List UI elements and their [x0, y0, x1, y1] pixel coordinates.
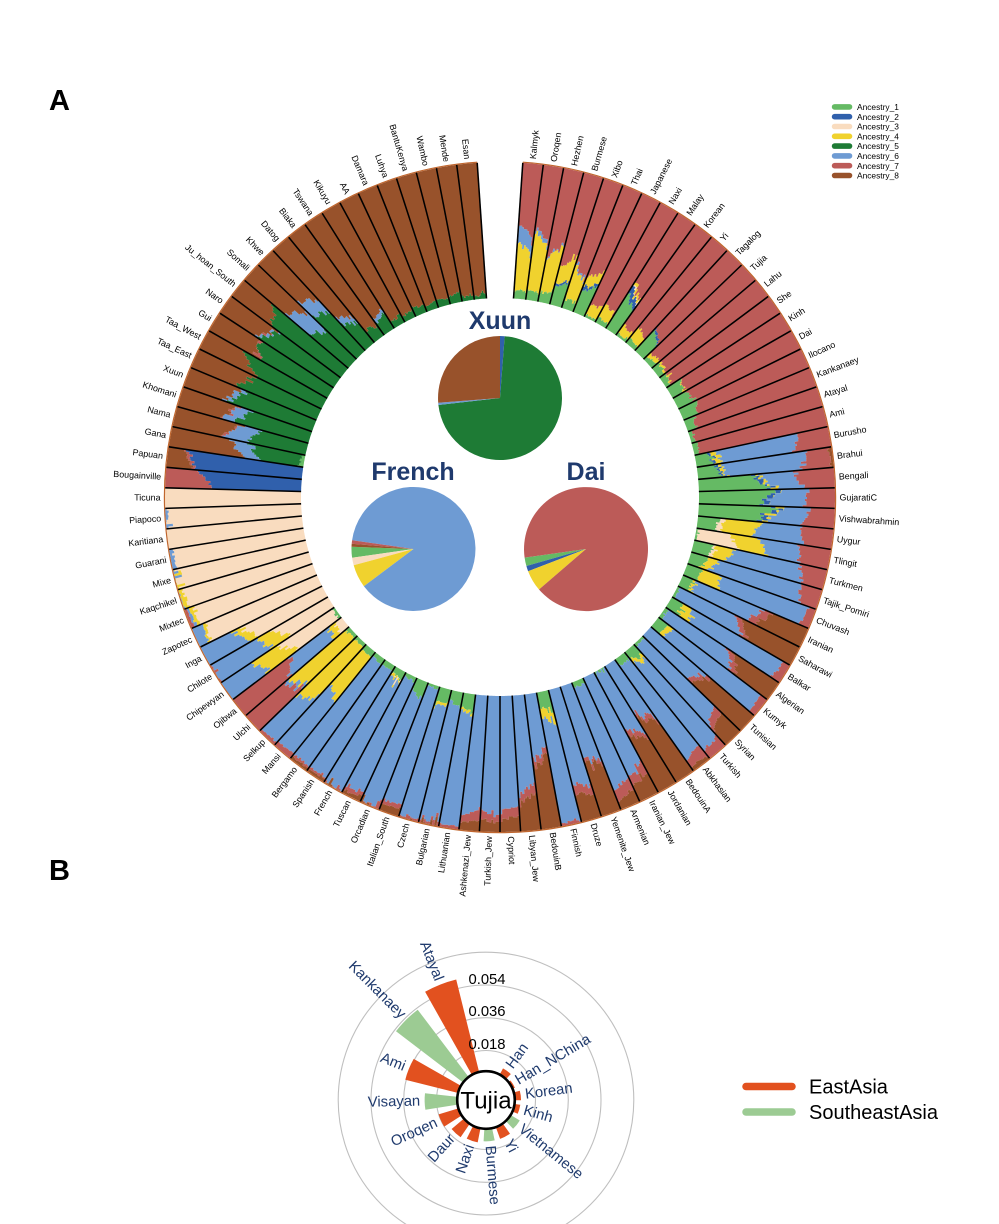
svg-text:0.036: 0.036	[468, 1004, 505, 1020]
svg-text:A: A	[49, 85, 70, 117]
svg-text:Ancestry_5: Ancestry_5	[857, 141, 899, 151]
svg-text:Bengali: Bengali	[839, 470, 869, 482]
svg-text:GujaratiC: GujaratiC	[839, 492, 877, 502]
svg-text:Vishwabrahmin: Vishwabrahmin	[839, 513, 900, 527]
svg-text:Ancestry_4: Ancestry_4	[857, 131, 899, 141]
svg-text:Burmese: Burmese	[482, 1145, 502, 1205]
svg-text:Mende: Mende	[437, 134, 451, 162]
svg-text:0.054: 0.054	[468, 972, 505, 988]
svg-text:EastAsia: EastAsia	[809, 1077, 889, 1099]
svg-text:Kalmyk: Kalmyk	[528, 129, 541, 160]
svg-text:Dai: Dai	[567, 458, 606, 486]
svg-text:Turkish_Jew: Turkish_Jew	[482, 836, 494, 886]
svg-text:Esan: Esan	[460, 139, 472, 160]
svg-text:Cypriot: Cypriot	[506, 836, 517, 865]
svg-text:Ancestry_7: Ancestry_7	[857, 161, 899, 171]
svg-text:0.018: 0.018	[468, 1037, 505, 1053]
svg-text:Kinh: Kinh	[522, 1103, 555, 1126]
svg-text:Tlingit: Tlingit	[833, 555, 859, 569]
svg-text:Ticuna: Ticuna	[134, 492, 160, 502]
svg-text:Oroqen: Oroqen	[549, 132, 564, 163]
svg-text:Korean: Korean	[524, 1081, 573, 1103]
svg-text:Visayan: Visayan	[368, 1094, 421, 1111]
svg-text:B: B	[49, 855, 70, 887]
svg-text:Bougainville: Bougainville	[113, 469, 161, 482]
svg-text:Ami: Ami	[828, 406, 845, 419]
svg-text:Ancestry_2: Ancestry_2	[857, 112, 899, 122]
svg-text:Xuun: Xuun	[469, 307, 532, 335]
svg-text:Ancestry_1: Ancestry_1	[857, 102, 899, 112]
svg-text:Gana: Gana	[144, 426, 167, 440]
svg-text:AA: AA	[338, 181, 352, 196]
svg-text:Uygur: Uygur	[836, 534, 861, 547]
svg-text:Ancestry_8: Ancestry_8	[857, 171, 899, 181]
svg-text:French: French	[371, 458, 454, 486]
svg-text:Papuan: Papuan	[132, 447, 164, 461]
svg-text:Ancestry_3: Ancestry_3	[857, 122, 899, 132]
svg-text:Mixe: Mixe	[151, 575, 172, 589]
svg-text:Libyan_Jew: Libyan_Jew	[527, 835, 541, 883]
svg-text:Piapoco: Piapoco	[129, 513, 162, 525]
svg-text:Brahui: Brahui	[836, 448, 863, 461]
svg-text:SoutheastAsia: SoutheastAsia	[809, 1102, 939, 1124]
svg-text:Tujia: Tujia	[460, 1088, 512, 1115]
svg-text:Ancestry_6: Ancestry_6	[857, 151, 899, 161]
svg-text:Karitiana: Karitiana	[128, 534, 164, 548]
